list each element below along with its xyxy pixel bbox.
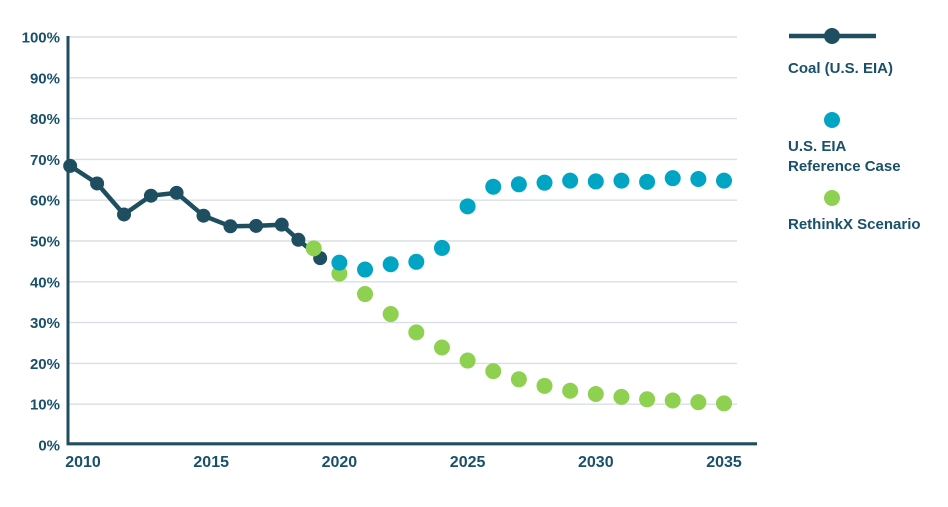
- rethinkx-point-2020: [331, 265, 348, 282]
- eia-reference-point-2021: [357, 261, 374, 278]
- eia-reference-point-2033: [664, 170, 681, 187]
- legend-label-coal: Coal (U.S. EIA): [788, 60, 894, 77]
- eia-reference-point-2032: [639, 173, 656, 190]
- coal-point-2012.65: [143, 188, 158, 203]
- legend-entry-eia-reference: U.S. EIA Reference Case: [788, 112, 946, 177]
- eia-reference-point-2020: [331, 254, 348, 271]
- y-tick-label-90: 90%: [30, 70, 60, 87]
- coal-point-2010.55: [90, 176, 105, 191]
- eia-reference-point-2025: [459, 198, 476, 215]
- rethinkx-point-2029: [562, 382, 579, 399]
- eia-reference-point-2028: [536, 174, 553, 191]
- rethinkx-point-2025: [459, 352, 476, 369]
- coal-series-line: [68, 164, 322, 260]
- coal-point-2015.75: [223, 219, 238, 234]
- eia-reference-dot-icon: [824, 112, 840, 128]
- rethinkx-point-2021: [357, 286, 374, 303]
- rethinkx-point-2028: [536, 377, 553, 394]
- eia-reference-point-2029: [562, 172, 579, 189]
- rethinkx-point-2034: [690, 394, 707, 411]
- rethinkx-point-2027: [510, 371, 527, 388]
- eia-reference-point-2024: [433, 239, 450, 256]
- coal-point-2014.7: [196, 208, 211, 223]
- rethinkx-point-2022: [382, 306, 399, 323]
- legend-entry-rethinkx: RethinkX Scenario: [788, 190, 946, 235]
- rethinkx-point-2023: [408, 324, 425, 341]
- rethinkx-point-2032: [639, 391, 656, 408]
- legend-entry-coal: Coal (U.S. EIA): [788, 27, 946, 79]
- rethinkx-dot-icon: [824, 190, 840, 206]
- eia-reference-point-2035: [716, 172, 732, 189]
- coal-point-2018.4: [291, 232, 306, 247]
- y-tick-label-0: 0%: [38, 438, 60, 455]
- x-tick-label-2030: 2030: [578, 454, 614, 471]
- eia-reference-point-2022: [382, 256, 399, 273]
- coal-point-2013.65: [169, 185, 184, 200]
- coal-point-2009.5: [63, 158, 78, 173]
- legend-label-rethinkx: RethinkX Scenario: [788, 216, 921, 233]
- rethinkx-point-2024: [433, 339, 450, 356]
- x-tick-label-2025: 2025: [450, 454, 486, 471]
- y-tick-label-40: 40%: [30, 274, 60, 291]
- eia-reference-point-2030: [587, 173, 604, 190]
- y-tick-label-50: 50%: [30, 234, 60, 251]
- y-tick-label-30: 30%: [30, 315, 60, 332]
- rethinkx-point-2026: [485, 363, 502, 380]
- rethinkx-point-2030: [587, 386, 604, 402]
- x-tick-label-2035: 2035: [706, 454, 742, 471]
- eia-reference-point-2034: [690, 170, 707, 187]
- y-tick-label-20: 20%: [30, 356, 60, 373]
- x-tick-label-2015: 2015: [193, 454, 229, 471]
- y-tick-label-10: 10%: [30, 397, 60, 414]
- y-tick-label-70: 70%: [30, 152, 60, 169]
- x-tick-label-2010: 2010: [65, 454, 101, 471]
- rethinkx-point-2033: [664, 392, 681, 409]
- y-tick-label-60: 60%: [30, 193, 60, 210]
- eia-reference-point-2027: [510, 176, 527, 193]
- eia-reference-point-2023: [408, 253, 425, 270]
- chart-legend: Coal (U.S. EIA) U.S. EIA Reference Case …: [788, 27, 946, 235]
- y-tick-label-80: 80%: [30, 111, 60, 128]
- eia-reference-point-2031: [613, 172, 630, 189]
- coal-point-2016.75: [249, 218, 264, 233]
- rethinkx-point-2019: [305, 240, 322, 257]
- coal-point-2017.75: [274, 217, 289, 232]
- x-tick-label-2020: 2020: [322, 454, 358, 471]
- legend-label-eia-reference: U.S. EIA Reference Case: [788, 138, 901, 175]
- rethinkx-point-2031: [613, 388, 630, 405]
- eia-reference-point-2026: [485, 178, 502, 195]
- coal-line-marker-icon: [789, 28, 876, 44]
- y-tick-label-100: 100%: [22, 30, 60, 47]
- coal-point-2011.6: [117, 207, 132, 222]
- rethinkx-point-2035: [716, 395, 732, 412]
